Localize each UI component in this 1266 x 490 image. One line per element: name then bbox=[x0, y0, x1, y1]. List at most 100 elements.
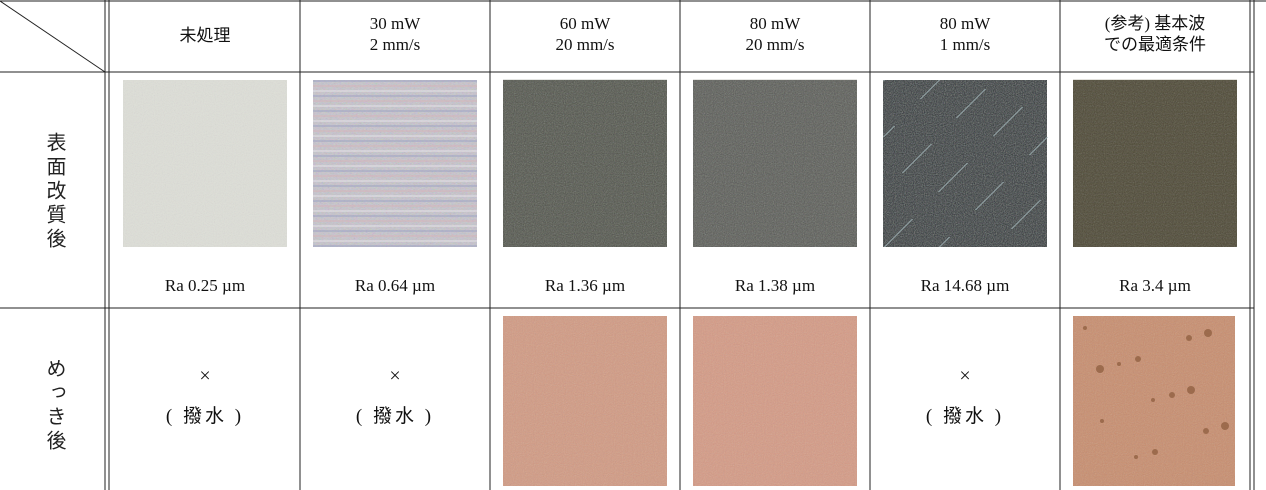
surface-image-speck bbox=[932, 86, 934, 87]
surface-image-speck bbox=[983, 201, 985, 202]
surface-image-speck bbox=[910, 220, 912, 221]
row-label: めっき後 bbox=[40, 358, 69, 454]
plating-spot bbox=[1134, 455, 1138, 459]
surface-image-speck bbox=[958, 115, 960, 116]
surface-image-speck bbox=[1038, 201, 1040, 202]
surface-image-speck bbox=[924, 150, 926, 151]
surface-image-speck bbox=[919, 155, 921, 156]
surface-image-speck bbox=[1045, 138, 1047, 139]
surface-image-speck bbox=[984, 200, 986, 201]
surface-image-speck bbox=[1030, 153, 1032, 154]
surface-image-stripe bbox=[313, 125, 477, 127]
surface-image-speck bbox=[983, 90, 985, 91]
surface-image-speck bbox=[902, 172, 904, 173]
surface-image-speck bbox=[926, 148, 928, 149]
surface-image-speck bbox=[987, 197, 989, 198]
surface-image-speck bbox=[934, 84, 936, 85]
surface-image-speck bbox=[939, 190, 941, 191]
surface-image-stripe bbox=[313, 85, 477, 87]
surface-image-speck bbox=[1025, 214, 1027, 215]
surface-image-speck bbox=[955, 174, 957, 175]
result-note: ( 撥水 ) bbox=[870, 406, 1060, 427]
surface-image-speck bbox=[926, 92, 928, 93]
surface-image-speck bbox=[998, 130, 1000, 131]
surface-image-speck bbox=[994, 134, 996, 135]
surface-image-stripe bbox=[313, 200, 477, 202]
surface-image-speck bbox=[1019, 109, 1021, 110]
surface-image-speck bbox=[943, 186, 945, 187]
surface-image-speck bbox=[948, 181, 950, 182]
surface-image-speck bbox=[892, 238, 894, 239]
surface-image-speck bbox=[891, 239, 893, 240]
surface-image-speck bbox=[966, 107, 968, 108]
surface-image-speck bbox=[930, 88, 932, 89]
surface-image-stripe bbox=[313, 180, 477, 182]
surface-image-speck bbox=[957, 172, 959, 173]
surface-image-speck bbox=[958, 171, 960, 172]
surface-image-stripe bbox=[313, 230, 477, 232]
surface-image-speck bbox=[961, 168, 963, 169]
surface-image-speck bbox=[949, 180, 951, 181]
surface-image-speck bbox=[922, 96, 924, 97]
surface-image-speck bbox=[909, 165, 911, 166]
surface-image-stripe bbox=[313, 150, 477, 152]
surface-image-speck bbox=[962, 111, 964, 112]
surface-image-speck bbox=[952, 177, 954, 178]
surface-image-speck bbox=[925, 149, 927, 150]
surface-image-speck bbox=[986, 198, 988, 199]
surface-image-speck bbox=[1035, 148, 1037, 149]
surface-image-speck bbox=[904, 170, 906, 171]
result-note: ( 撥水 ) bbox=[110, 406, 300, 427]
surface-image-speck bbox=[911, 163, 913, 164]
surface-image-stripe bbox=[313, 135, 477, 137]
surface-image-speck bbox=[1001, 183, 1003, 184]
surface-image-speck bbox=[898, 232, 900, 233]
surface-image-speck bbox=[888, 242, 890, 243]
surface-image-speck bbox=[1035, 204, 1037, 205]
surface-image-stripe bbox=[313, 190, 477, 192]
surface-image-speck bbox=[1017, 111, 1019, 112]
surface-image-speck bbox=[982, 202, 984, 203]
surface-image-speck bbox=[954, 175, 956, 176]
surface-image-speck bbox=[1014, 114, 1016, 115]
surface-image-speck bbox=[1040, 143, 1042, 144]
surface-image-stripe bbox=[313, 215, 477, 217]
surface-image-speck bbox=[1008, 120, 1010, 121]
roughness: Ra 1.38 µm bbox=[680, 275, 870, 296]
surface-image-speck bbox=[906, 224, 908, 225]
surface-image-speck bbox=[964, 109, 966, 110]
surface-image-speck bbox=[1006, 122, 1008, 123]
surface-image-speck bbox=[901, 229, 903, 230]
surface-image-speck bbox=[951, 178, 953, 179]
surface-image-speck bbox=[978, 95, 980, 96]
surface-image-speck bbox=[967, 106, 969, 107]
surface-image-speck bbox=[1003, 125, 1005, 126]
surface-image-speck bbox=[1034, 149, 1036, 150]
surface-image-stripe bbox=[313, 95, 477, 97]
plating-spot bbox=[1100, 419, 1104, 423]
surface-image-speck bbox=[1013, 115, 1015, 116]
surface-image-speck bbox=[913, 161, 915, 162]
surface-image-speck bbox=[1011, 117, 1013, 118]
surface-image-speck bbox=[961, 112, 963, 113]
surface-image-speck bbox=[884, 246, 886, 247]
surface-image-speck bbox=[902, 228, 904, 229]
surface-image-speck bbox=[981, 203, 983, 204]
surface-image-stripe bbox=[313, 170, 477, 172]
plating-spot bbox=[1096, 365, 1104, 373]
surface-image-stripe bbox=[313, 110, 477, 112]
surface-image-speck bbox=[928, 146, 930, 147]
roughness: Ra 0.25 µm bbox=[110, 275, 300, 296]
surface-image-speck bbox=[1034, 205, 1036, 206]
surface-image-speck bbox=[966, 163, 968, 164]
surface-image-speck bbox=[897, 233, 899, 234]
surface-image-speck bbox=[1044, 139, 1046, 140]
plating-spot bbox=[1135, 356, 1141, 362]
surface-image-speck bbox=[906, 168, 908, 169]
column-header: での最適条件 bbox=[1060, 34, 1250, 55]
surface-image-speck bbox=[905, 225, 907, 226]
surface-image-speck bbox=[1032, 207, 1034, 208]
surface-image-speck bbox=[1033, 150, 1035, 151]
surface-image-speck bbox=[996, 188, 998, 189]
surface-image-speck bbox=[933, 85, 935, 86]
